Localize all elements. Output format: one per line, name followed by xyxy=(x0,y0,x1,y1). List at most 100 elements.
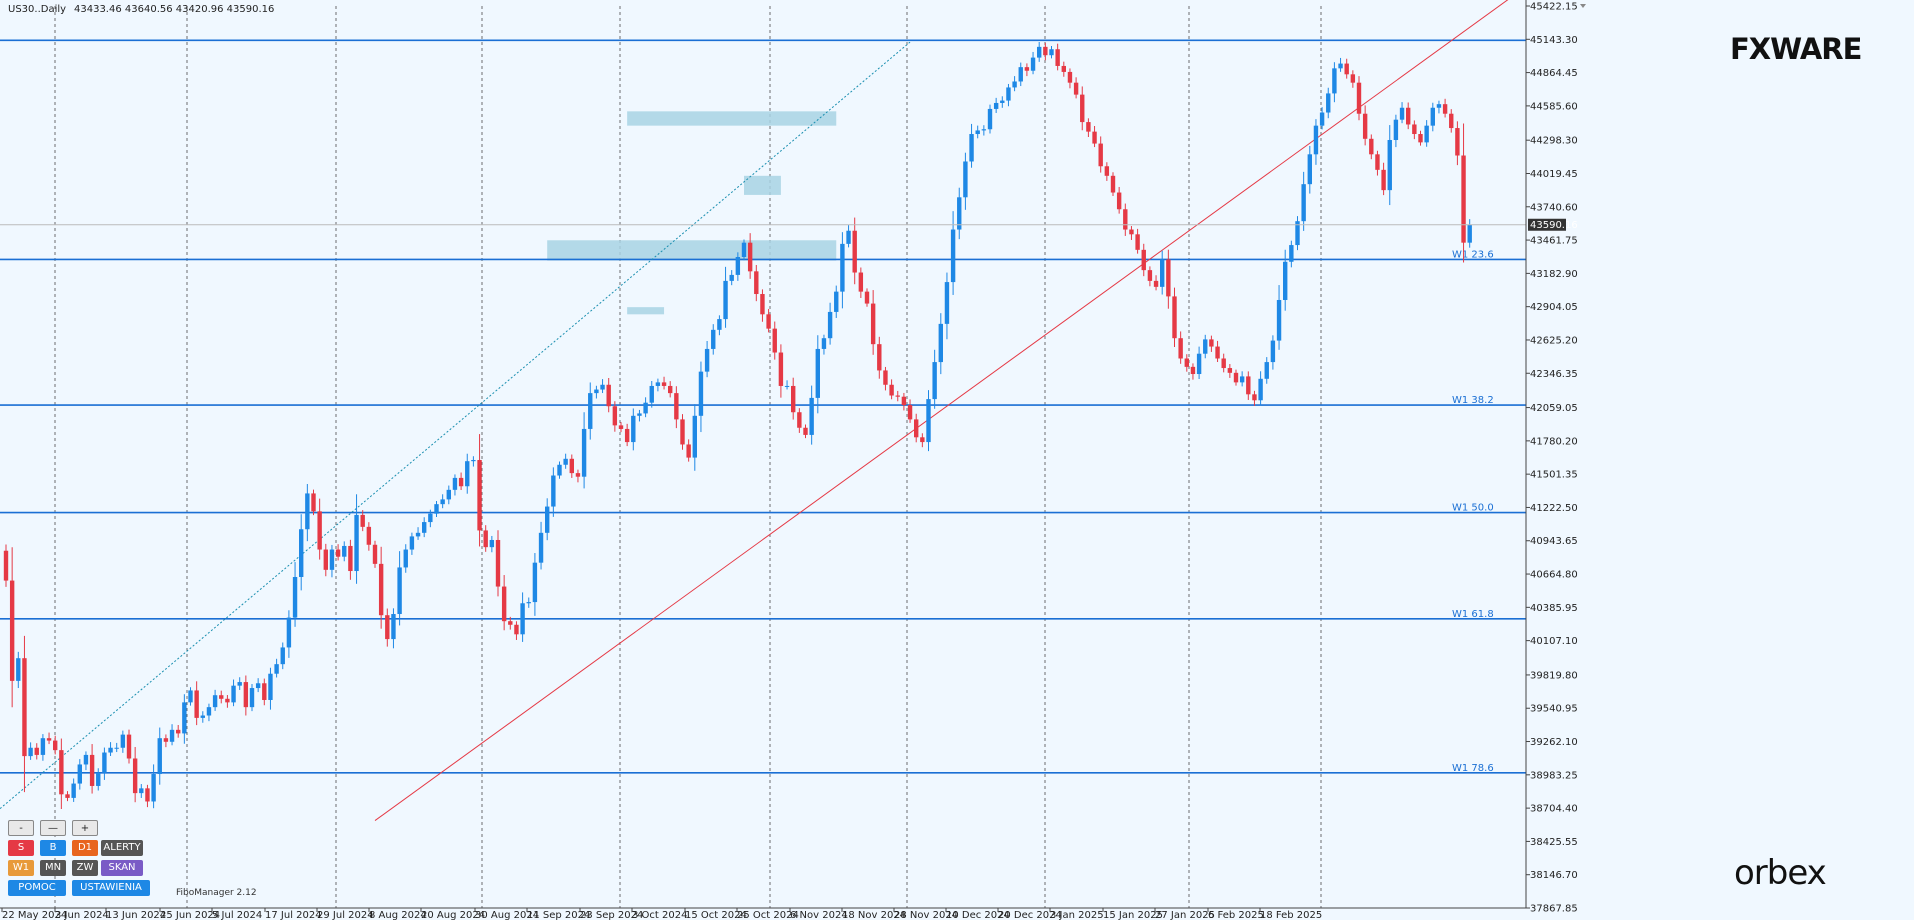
candle-body xyxy=(680,419,685,445)
price-label: 40385.95 xyxy=(1530,603,1578,614)
settings-button[interactable]: USTAWIENIA xyxy=(72,880,150,896)
candle-body xyxy=(139,788,144,794)
candle-body xyxy=(477,459,482,531)
price-axis: 45422.15 45143.30 44864.45 44585.60 44298.30… xyxy=(0,0,1578,915)
time-label: 5 Jul 2024 xyxy=(212,910,262,920)
candle-body xyxy=(1369,138,1374,155)
candle-body xyxy=(1215,346,1220,359)
minimize-button[interactable]: — xyxy=(40,820,66,836)
candle-body xyxy=(606,384,611,407)
w1-button[interactable]: W1 xyxy=(8,860,34,876)
buy-button[interactable]: B xyxy=(40,840,66,856)
chart-ohlc: 43433.46 43640.56 43420.96 43590.16 xyxy=(74,4,274,15)
zone-rect xyxy=(744,175,781,195)
candle-body xyxy=(452,477,458,490)
candle-body xyxy=(1362,113,1368,139)
candle-body xyxy=(188,690,193,703)
candle-body xyxy=(268,673,273,700)
candle-body xyxy=(1430,107,1435,126)
candle-body xyxy=(760,294,765,315)
candle-body xyxy=(1061,65,1066,72)
price-label: 42059.05 xyxy=(1530,403,1578,414)
candle-body xyxy=(1196,353,1202,375)
candle-body xyxy=(957,197,962,230)
candle-body xyxy=(1166,259,1171,297)
fibonacci-levels: W1 23.6 W1 38.2 W1 50.0 W1 61.8 W1 78.6 xyxy=(0,39,1526,774)
d1-button[interactable]: D1 xyxy=(72,840,98,856)
candle-body xyxy=(612,406,618,426)
candle-body xyxy=(1326,93,1331,113)
candle-body xyxy=(1264,362,1269,379)
time-label: 8 Aug 2024 xyxy=(369,910,427,920)
candle-body xyxy=(1332,68,1337,94)
candle-body xyxy=(311,493,316,512)
candle-body xyxy=(809,397,814,435)
candle-body xyxy=(329,549,335,570)
candle-body xyxy=(446,489,451,500)
candle-body xyxy=(28,747,33,757)
zw-button[interactable]: ZW xyxy=(72,860,98,876)
candle-body xyxy=(286,617,292,648)
candle-body xyxy=(1424,125,1429,143)
candle-body xyxy=(661,382,667,386)
candle-body xyxy=(397,567,402,615)
time-label: 17 Jul 2024 xyxy=(265,910,322,920)
trend-lines xyxy=(0,0,1509,821)
candle-body xyxy=(1190,366,1196,375)
candle-body xyxy=(151,774,156,802)
price-label: 37867.85 xyxy=(1530,904,1578,915)
candle-body xyxy=(1283,261,1288,300)
candle-body xyxy=(176,729,181,734)
sell-button[interactable]: S xyxy=(8,840,34,856)
candle-body xyxy=(145,788,150,802)
candle-body xyxy=(1024,67,1030,71)
help-button[interactable]: POMOC xyxy=(8,880,66,896)
candle-body xyxy=(292,577,298,618)
candle-body xyxy=(1258,378,1263,401)
scan-button[interactable]: SKAN xyxy=(101,860,143,876)
price-label: 39819.80 xyxy=(1530,670,1578,681)
candle-body xyxy=(354,514,359,572)
candle-body xyxy=(1461,155,1466,243)
fxware-logo: FXWARE xyxy=(1730,32,1862,66)
candle-body xyxy=(618,425,624,429)
candle-body xyxy=(889,384,894,396)
candle-body xyxy=(846,230,851,244)
candle-body xyxy=(163,738,169,742)
candle-body xyxy=(1141,249,1146,271)
time-label: 3 Jun 2024 xyxy=(55,910,109,920)
candle-body xyxy=(132,758,138,794)
candle-body xyxy=(784,385,790,387)
candle-body xyxy=(686,444,691,458)
zone-rect xyxy=(547,240,837,261)
candle-body xyxy=(385,615,390,640)
candle-body xyxy=(1153,280,1159,287)
candle-body xyxy=(53,740,58,751)
candle-body xyxy=(545,506,550,533)
candle-body xyxy=(1037,46,1042,58)
alerts-button[interactable]: ALERTY xyxy=(101,840,143,856)
candle-body xyxy=(1270,340,1276,363)
candle-body xyxy=(1110,175,1116,193)
candle-body xyxy=(772,328,777,353)
candle-body xyxy=(1172,296,1177,339)
zoom-out-button[interactable]: - xyxy=(8,820,34,836)
zoom-in-button[interactable]: + xyxy=(72,820,98,836)
candle-body xyxy=(575,473,581,477)
candle-body xyxy=(569,458,574,474)
price-label: 42346.35 xyxy=(1530,369,1578,380)
price-label: 41222.50 xyxy=(1530,503,1578,514)
candle-body xyxy=(403,549,408,568)
candle-body xyxy=(1319,112,1325,126)
time-label: 6 Feb 2025 xyxy=(1208,910,1264,920)
candle-body xyxy=(1030,57,1036,71)
candle-body xyxy=(231,685,236,703)
candle-body xyxy=(514,624,519,635)
candle-body xyxy=(1049,49,1054,56)
price-label: 44298.30 xyxy=(1530,136,1578,147)
price-label: 43182.90 xyxy=(1530,269,1578,280)
candle-body xyxy=(274,664,279,674)
mn-button[interactable]: MN xyxy=(40,860,66,876)
collapse-icon[interactable] xyxy=(1580,4,1586,8)
